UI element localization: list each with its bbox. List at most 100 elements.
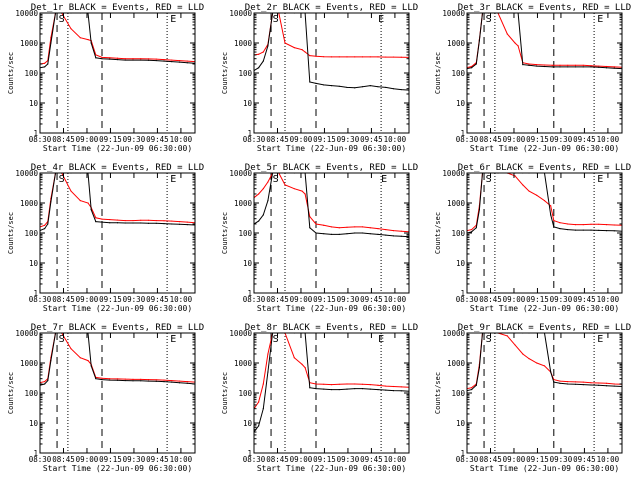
plot-frame <box>253 332 410 454</box>
start-marker-label: S <box>59 14 65 25</box>
y-tick-label: 1000 <box>447 359 466 368</box>
data-point-events <box>47 63 49 65</box>
data-point-lld <box>369 227 371 229</box>
data-point-events <box>178 223 181 225</box>
data-point-lld <box>354 226 356 228</box>
data-point-events <box>478 40 480 42</box>
x-tick-label: 08:30 <box>29 455 52 464</box>
x-tick-label: 09:30 <box>550 455 573 464</box>
x-tick-label: 08:30 <box>456 135 479 144</box>
data-point-events <box>50 360 52 362</box>
y-tick-label: 100 <box>238 389 252 398</box>
x-tick-label: 09:30 <box>123 455 146 464</box>
y-tick-label: 100 <box>24 69 38 78</box>
series-line-lld <box>254 173 409 233</box>
y-tick-label: 10000 <box>229 9 252 18</box>
data-point-lld <box>385 56 387 58</box>
data-point-lld <box>574 64 577 66</box>
end-marker-label: E <box>378 334 384 345</box>
data-point-events <box>44 228 46 230</box>
data-point-lld <box>361 56 364 58</box>
data-point-lld <box>471 65 473 68</box>
plot-frame <box>466 12 623 134</box>
data-point-lld <box>132 58 134 60</box>
data-point-events <box>95 220 97 223</box>
x-tick-label: 09:15 <box>526 135 549 144</box>
data-point-events <box>258 220 260 222</box>
x-tick-label: 09:15 <box>313 455 336 464</box>
x-tick-label: 09:00 <box>290 135 313 144</box>
data-point-events <box>116 222 119 224</box>
plot-area <box>254 173 409 293</box>
data-point-events <box>124 222 126 224</box>
x-tick-label: 09:15 <box>526 295 549 304</box>
end-marker-label: E <box>170 174 176 185</box>
data-point-events <box>315 388 317 390</box>
x-tick-label: 08:45 <box>52 135 75 144</box>
data-point-events <box>528 64 530 66</box>
data-point-lld <box>550 205 552 207</box>
data-point-lld <box>605 65 608 68</box>
data-point-events <box>543 65 546 68</box>
data-point-events <box>471 67 473 69</box>
data-point-lld <box>186 60 188 62</box>
data-point-lld <box>301 363 303 365</box>
data-point-lld <box>514 42 516 44</box>
data-point-lld <box>354 56 356 58</box>
data-point-lld <box>400 56 402 58</box>
plot-frame <box>253 172 410 294</box>
data-point-events <box>475 227 477 229</box>
x-tick-label: 09:45 <box>360 295 383 304</box>
data-point-lld <box>79 357 81 359</box>
plot-area <box>467 173 622 293</box>
start-marker-label: S <box>273 334 279 345</box>
data-point-events <box>267 45 269 47</box>
series-line-events <box>254 173 409 238</box>
series-line-events <box>467 173 622 234</box>
data-point-events <box>377 86 379 88</box>
start-marker-label: S <box>486 334 492 345</box>
data-point-lld <box>551 64 553 66</box>
x-tick-label: 08:30 <box>243 295 266 304</box>
data-point-lld <box>536 362 538 364</box>
x-tick-label: 09:00 <box>290 455 313 464</box>
data-point-lld <box>598 382 600 384</box>
data-point-lld <box>301 49 303 51</box>
data-point-lld <box>536 194 538 196</box>
data-point-lld <box>506 335 508 337</box>
data-point-lld <box>361 226 364 228</box>
y-axis-label: Counts/sec <box>7 372 15 414</box>
x-tick-label: 09:30 <box>337 295 360 304</box>
y-tick-label: 10 <box>456 419 466 428</box>
y-tick-label: 1 <box>33 449 38 458</box>
data-point-events <box>90 365 92 367</box>
data-point-lld <box>87 202 89 204</box>
start-marker-label: S <box>486 174 492 185</box>
data-point-lld <box>44 62 46 64</box>
data-point-lld <box>163 220 165 222</box>
data-point-lld <box>124 219 126 222</box>
data-point-events <box>47 223 49 225</box>
data-point-events <box>90 209 92 211</box>
x-tick-label: 09:30 <box>550 295 573 304</box>
data-point-events <box>109 222 111 224</box>
data-point-lld <box>178 220 181 223</box>
data-point-events <box>400 235 402 237</box>
data-point-lld <box>267 181 269 183</box>
data-point-lld <box>528 358 530 360</box>
data-point-events <box>361 388 364 390</box>
data-point-lld <box>140 58 142 60</box>
data-point-events <box>95 378 97 380</box>
data-point-lld <box>590 223 592 225</box>
data-point-events <box>140 380 142 382</box>
data-point-events <box>400 88 402 91</box>
start-marker-label: S <box>273 174 279 185</box>
data-point-lld <box>304 51 306 53</box>
data-point-lld <box>309 55 311 57</box>
data-point-events <box>155 222 157 224</box>
data-point-events <box>330 388 333 391</box>
data-point-lld <box>346 383 348 385</box>
data-point-lld <box>338 227 340 229</box>
data-point-lld <box>95 217 97 219</box>
start-marker-label: S <box>486 14 492 25</box>
